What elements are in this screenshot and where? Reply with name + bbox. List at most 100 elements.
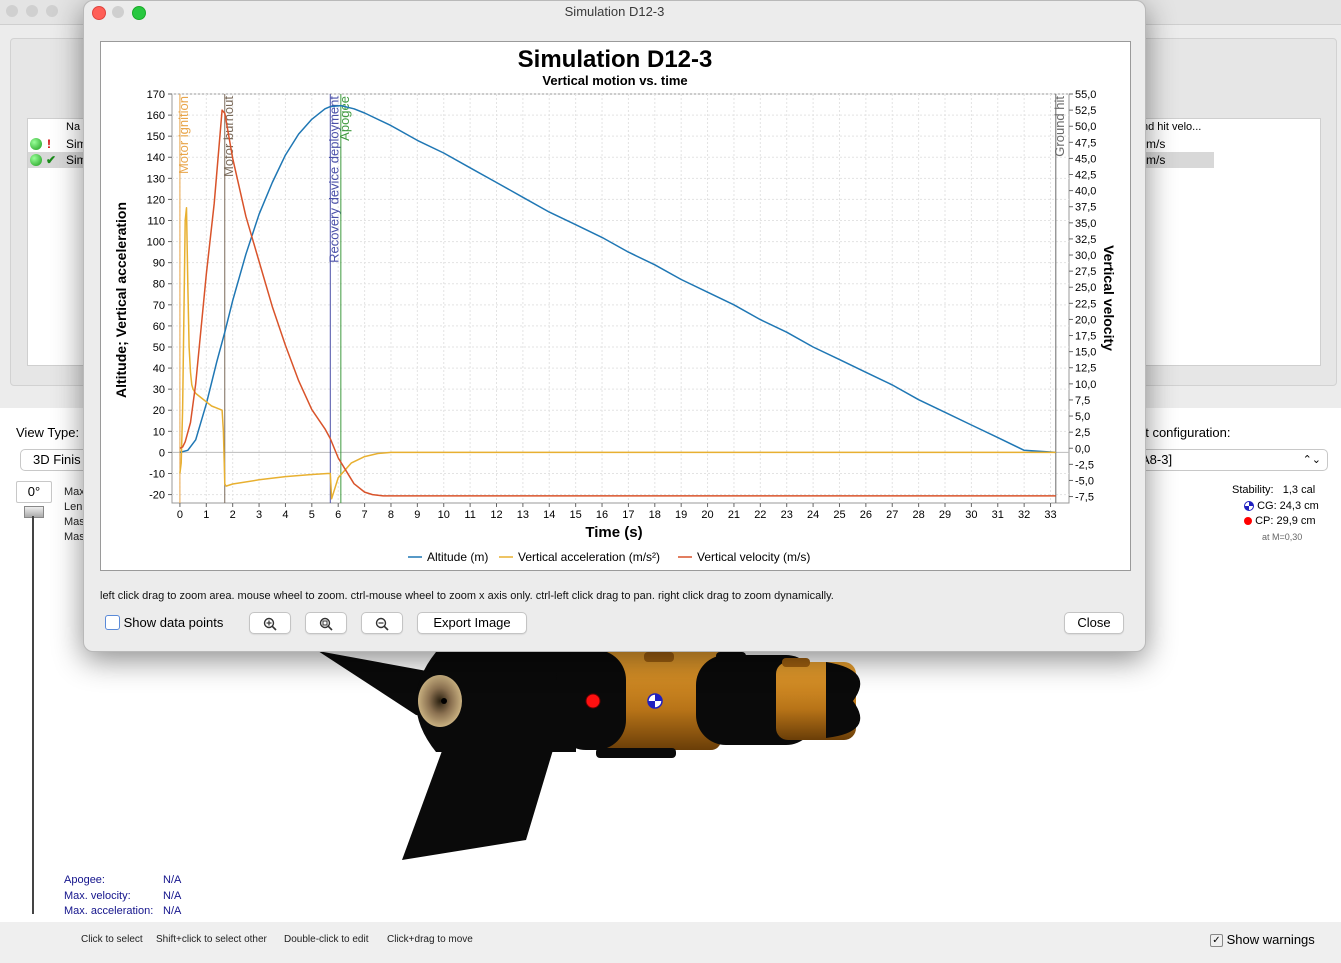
y-right-tick-label: 5,0 <box>1075 411 1090 423</box>
export-image-button[interactable]: Export Image <box>417 612 527 634</box>
view-type-label: View Type: <box>16 425 80 440</box>
zoom-in-button[interactable] <box>249 612 291 634</box>
max-velocity-value: N/A <box>163 889 182 902</box>
cg-icon <box>1244 501 1254 512</box>
cp-icon <box>1244 517 1252 526</box>
chart-svg[interactable]: Simulation D12-3 Vertical motion vs. tim… <box>101 42 1130 570</box>
table-row[interactable]: ✔ Sim m/s <box>28 152 1320 168</box>
show-data-points-label: Show data points <box>123 615 224 631</box>
angle-field[interactable]: 0° <box>16 481 52 503</box>
y-right-tick-label: 12,5 <box>1075 363 1096 375</box>
close-button[interactable]: Close <box>1064 612 1124 634</box>
event-label: Ground hit <box>1052 96 1067 157</box>
x-tick-label: 7 <box>362 509 368 521</box>
config-value: A8-3] <box>1141 452 1173 467</box>
x-tick-label: 12 <box>490 509 502 521</box>
close-icon[interactable] <box>92 6 106 20</box>
flight-info: Apogee: N/A Max. velocity: N/A Max. accele… <box>64 873 181 920</box>
x-tick-label: 15 <box>570 509 582 521</box>
zoom-out-button[interactable] <box>361 612 403 634</box>
y-left-tick-label: 160 <box>147 110 165 122</box>
hint-text: Click to select <box>81 934 143 945</box>
y-left-tick-label: 40 <box>153 363 165 375</box>
y-right-tick-label: 20,0 <box>1075 314 1096 326</box>
rocket-stats: Max Len Mas Mas <box>64 485 85 545</box>
x-tick-label: 14 <box>543 509 555 521</box>
x-tick-label: 22 <box>754 509 766 521</box>
col-name-header[interactable]: Na <box>66 121 81 133</box>
stat-label: Mas <box>64 531 85 543</box>
x-tick-label: 29 <box>939 509 951 521</box>
status-ok-icon <box>30 154 42 166</box>
hint-text: Double-click to edit <box>284 934 369 945</box>
y-left-tick-label: -20 <box>149 490 165 502</box>
main-zoom-icon[interactable] <box>46 5 58 17</box>
mach-label: at M=0,30 <box>1262 532 1303 542</box>
minimize-icon[interactable] <box>112 6 124 18</box>
zoom-in-icon <box>263 617 277 631</box>
col-ground-hit-header[interactable]: nd hit velo... <box>1142 121 1202 133</box>
y-right-tick-label: 25,0 <box>1075 282 1096 294</box>
event-label: Motor ignition <box>176 96 191 174</box>
y-right-tick-label: -7,5 <box>1075 492 1094 504</box>
chart-legend: Altitude (m) Vertical acceleration (m/s²)… <box>408 550 810 564</box>
main-close-icon[interactable] <box>6 5 18 17</box>
check-icon: ✔ <box>46 153 57 167</box>
event-label: Apogee <box>337 96 352 141</box>
y-left-tick-label: 140 <box>147 152 165 164</box>
zoom-icon[interactable] <box>132 6 146 20</box>
legend-entry: Vertical velocity (m/s) <box>697 550 810 564</box>
max-acceleration-label: Max. acceleration: <box>64 905 154 917</box>
stability-label: Stability: 1,3 cal <box>1232 484 1316 496</box>
x-tick-label: 0 <box>177 509 183 521</box>
y-left-tick-label: 80 <box>153 279 165 291</box>
y-left-tick-label: 20 <box>153 405 165 417</box>
zoom-reset-icon <box>319 617 333 631</box>
x-tick-label: 24 <box>807 509 819 521</box>
series-line <box>179 109 1056 497</box>
y-right-tick-label: 0,0 <box>1075 443 1090 455</box>
chart-area[interactable]: Simulation D12-3 Vertical motion vs. tim… <box>100 41 1131 571</box>
x-axis-label: Time (s) <box>585 524 642 541</box>
x-tick-label: 31 <box>992 509 1004 521</box>
x-tick-label: 17 <box>622 509 634 521</box>
y-left-tick-label: 60 <box>153 321 165 333</box>
y-left-tick-label: 110 <box>147 215 165 227</box>
y-left-tick-label: 50 <box>153 342 165 354</box>
x-tick-label: 19 <box>675 509 687 521</box>
max-acceleration-value: N/A <box>163 905 182 917</box>
x-tick-label: 30 <box>965 509 977 521</box>
y-left-tick-label: 10 <box>153 426 165 438</box>
checkbox-checked-icon[interactable]: ✓ <box>1210 934 1223 948</box>
y-right-tick-label: -2,5 <box>1075 459 1094 471</box>
cg-readout: CG: 24,3 cm <box>1244 500 1319 512</box>
y-right-tick-label: 47,5 <box>1075 137 1096 149</box>
stat-label: Mas <box>64 516 85 528</box>
show-data-points-toggle[interactable]: Show data points <box>105 614 224 631</box>
warning-icon: ! <box>47 137 51 151</box>
rocket-figure <box>318 648 861 860</box>
x-tick-label: 20 <box>701 509 713 521</box>
sim-name: Sim <box>66 137 87 151</box>
angle-slider-track[interactable] <box>32 516 34 914</box>
angle-slider-thumb[interactable] <box>24 506 44 518</box>
x-tick-label: 3 <box>256 509 262 521</box>
y-right-tick-label: 55,0 <box>1075 89 1096 101</box>
x-tick-label: 27 <box>886 509 898 521</box>
show-warnings-toggle[interactable]: ✓ Show warnings <box>1210 932 1315 948</box>
zoom-out-icon <box>375 617 389 631</box>
x-tick-label: 28 <box>912 509 924 521</box>
table-row[interactable]: ! Sim m/s <box>28 136 1320 152</box>
zoom-reset-button[interactable] <box>305 612 347 634</box>
y-left-tick-label: -10 <box>149 468 165 480</box>
checkbox-icon[interactable] <box>105 615 120 631</box>
x-tick-label: 8 <box>388 509 394 521</box>
sim-ground-hit: m/s <box>1146 153 1166 167</box>
x-tick-label: 9 <box>414 509 420 521</box>
status-ok-icon <box>30 138 42 150</box>
legend-entry: Altitude (m) <box>427 550 488 564</box>
hint-text: Shift+click to select other <box>156 934 267 945</box>
main-minimize-icon[interactable] <box>26 5 38 17</box>
config-select[interactable]: A8-3] ⌃⌄ <box>1136 449 1328 471</box>
y-left-tick-label: 120 <box>147 194 165 206</box>
